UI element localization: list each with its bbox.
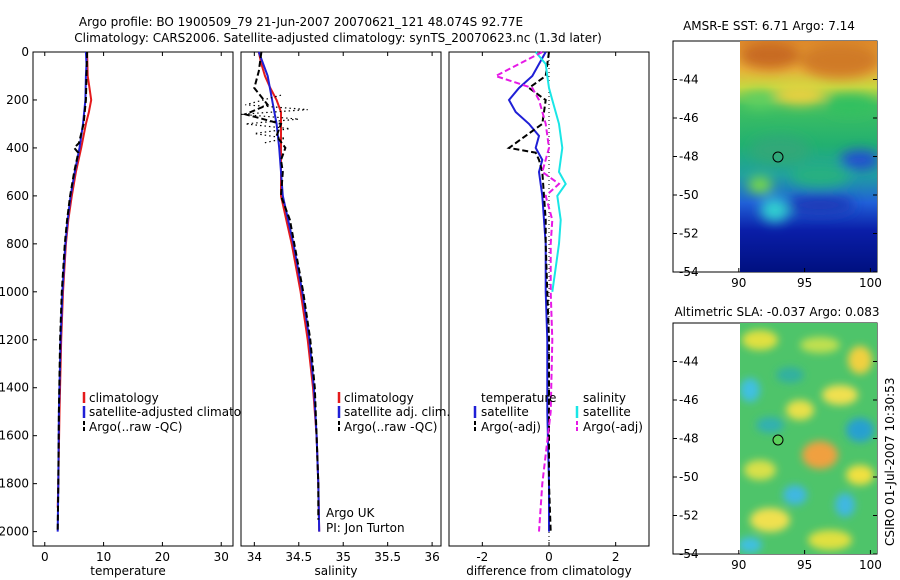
x-tick-label: 0 — [545, 550, 553, 564]
sst-map-panel: AMSR-E SST: 6.71 Argo: 7.14 90 95 100 -44-… — [672, 19, 882, 290]
x-tick-label: 35.5 — [374, 550, 401, 564]
sla-map-xticks: 90 95 100 — [731, 550, 882, 572]
sla-map-yticks: -44 -46 -48 -50 -52 -54 — [673, 355, 877, 561]
y-tick-label: -48 — [679, 150, 699, 164]
argo-float-marker — [772, 434, 784, 446]
y-tick-label: -50 — [679, 470, 699, 484]
legend-header-temperature: temperature — [481, 391, 556, 405]
y-tick-label: 0 — [21, 45, 29, 59]
x-tick-label: 2 — [612, 550, 620, 564]
argo-float-marker — [772, 151, 784, 163]
float-program: Argo UK — [326, 506, 375, 520]
legend-label-satellite: satellite-adjusted climatology — [89, 405, 267, 419]
y-tick-label: -46 — [679, 111, 699, 125]
salinity-xticks: 34 34.5 35 35.5 36 — [247, 52, 440, 564]
temperature-argo-adj-line — [506, 51, 552, 532]
difference-legend: temperature satellite Argo(-adj) salinit… — [473, 391, 643, 434]
salinity-lines — [240, 51, 321, 532]
y-tick-label: 1200 — [0, 333, 29, 347]
y-tick-label: 2000 — [0, 525, 29, 539]
y-tick-label: -46 — [679, 393, 699, 407]
legend-header-salinity: salinity — [583, 391, 626, 405]
argo-raw-qc-line — [56, 51, 89, 532]
x-tick-label: 100 — [859, 276, 882, 290]
difference-xticks: -2 0 2 — [476, 52, 619, 564]
y-tick-label: -50 — [679, 188, 699, 202]
y-tick-label: -44 — [679, 355, 699, 369]
x-tick-label: 20 — [155, 550, 170, 564]
legend-label-temp-argo: Argo(-adj) — [481, 420, 541, 434]
x-tick-label: -2 — [476, 550, 488, 564]
x-tick-label: 0 — [41, 550, 49, 564]
salinity-argo-adj-line — [493, 51, 561, 532]
temperature-panel: 0 10 20 30 0 200 400 600 800 1000 1200 1400 1600 180… — [0, 45, 267, 578]
legend-label-temp-satellite: satellite — [481, 405, 529, 419]
temperature-lines — [56, 51, 93, 532]
x-tick-label: 90 — [731, 276, 746, 290]
salinity-panel: 34 34.5 35 35.5 36 salinity climatology sate… — [240, 51, 450, 578]
x-tick-label: 10 — [96, 550, 111, 564]
float-pi: PI: Jon Turton — [326, 521, 405, 535]
temperature-yticks: 0 200 400 600 800 1000 1200 1400 1600 1800 2000 — [0, 45, 37, 539]
legend-label-sal-satellite: satellite — [583, 405, 631, 419]
temperature-xlabel: temperature — [90, 564, 165, 578]
difference-panel: -2 0 2 difference from climatology tempera… — [448, 51, 650, 578]
figure-footer: CSIRO 01-Jul-2007 10:30:53 — [883, 378, 897, 546]
x-tick-label: 90 — [731, 558, 746, 572]
argo-raw-qc-line — [242, 51, 320, 520]
sst-field — [740, 41, 877, 272]
legend-label-argo: Argo(..raw -QC) — [89, 420, 182, 434]
legend-label-satellite: satellite adj. clim. — [344, 405, 450, 419]
salinity-legend: climatology satellite adj. clim. Argo(..… — [337, 391, 450, 434]
y-tick-label: -52 — [679, 227, 699, 241]
y-tick-label: 1000 — [0, 285, 29, 299]
sst-map-xticks: 90 95 100 — [731, 268, 882, 290]
legend-label-climatology: climatology — [344, 391, 414, 405]
y-tick-label: -54 — [679, 265, 699, 279]
x-tick-label: 34.5 — [285, 550, 312, 564]
x-tick-label: 30 — [214, 550, 229, 564]
legend-label-sal-argo: Argo(-adj) — [583, 420, 643, 434]
figure-title-line1: Argo profile: BO 1900509_79 21-Jun-2007 … — [79, 15, 523, 29]
sla-field — [740, 323, 877, 554]
y-tick-label: 800 — [6, 237, 29, 251]
legend-label-argo: Argo(..raw -QC) — [344, 420, 437, 434]
salinity-xlabel: salinity — [314, 564, 357, 578]
y-tick-label: 600 — [6, 189, 29, 203]
y-tick-label: -54 — [679, 547, 699, 561]
x-tick-label: 34 — [247, 550, 262, 564]
y-tick-label: 1600 — [0, 429, 29, 443]
temperature-xticks: 0 10 20 30 — [41, 52, 229, 564]
sla-map-title: Altimetric SLA: -0.037 Argo: 0.083 — [674, 305, 879, 319]
y-tick-label: -48 — [679, 432, 699, 446]
y-tick-label: 400 — [6, 141, 29, 155]
legend-label-climatology: climatology — [89, 391, 159, 405]
sla-map-panel: Altimetric SLA: -0.037 Argo: 0.083 — [672, 305, 882, 572]
difference-lines — [493, 51, 567, 532]
figure-title-line2: Climatology: CARS2006. Satellite-adjuste… — [74, 31, 602, 45]
temperature-satellite-line — [507, 51, 550, 532]
x-tick-label: 100 — [859, 558, 882, 572]
salinity-satellite-line — [534, 51, 567, 292]
profile-aux-line — [240, 94, 308, 144]
y-tick-label: 200 — [6, 93, 29, 107]
y-tick-label: 1400 — [0, 381, 29, 395]
x-tick-label: 35 — [336, 550, 351, 564]
difference-xlabel: difference from climatology — [466, 564, 632, 578]
x-tick-label: 95 — [797, 276, 812, 290]
y-tick-label: -44 — [679, 73, 699, 87]
sst-map-yticks: -44 -46 -48 -50 -52 -54 — [673, 73, 877, 279]
temperature-axes-frame — [32, 51, 234, 547]
y-tick-label: 1800 — [0, 477, 29, 491]
x-tick-label: 95 — [797, 558, 812, 572]
x-tick-label: 36 — [424, 550, 439, 564]
y-tick-label: -52 — [679, 509, 699, 523]
temperature-legend: climatology satellite-adjusted climatolo… — [82, 391, 267, 434]
salinity-axes-frame — [240, 51, 442, 547]
sst-map-title: AMSR-E SST: 6.71 Argo: 7.14 — [683, 19, 855, 33]
